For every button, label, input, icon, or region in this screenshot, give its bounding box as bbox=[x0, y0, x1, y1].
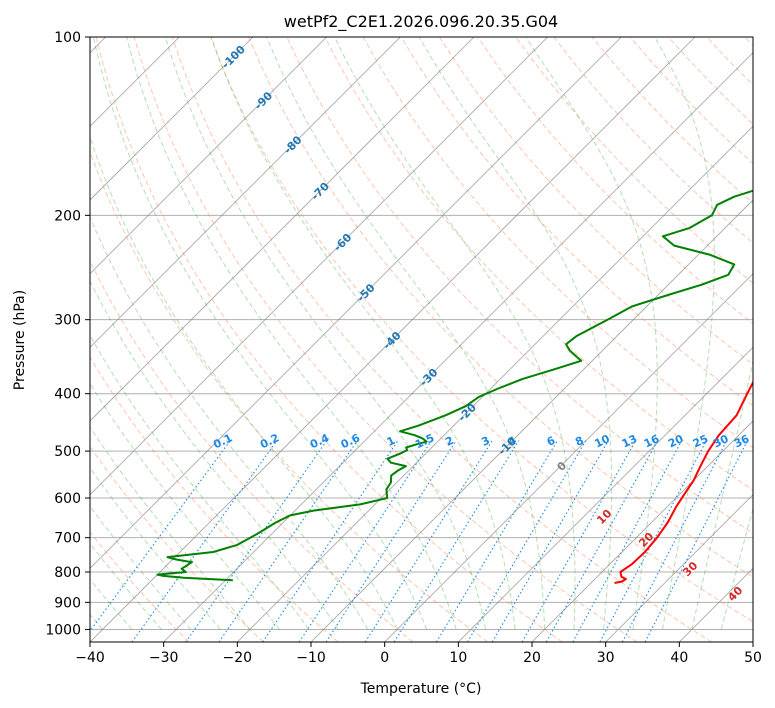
isotherm-line bbox=[384, 273, 753, 642]
x-tick-label: 30 bbox=[597, 650, 615, 666]
x-tick-label: 50 bbox=[744, 650, 762, 666]
x-tick-label: 20 bbox=[523, 650, 541, 666]
moist-adiabat bbox=[90, 215, 369, 630]
dry-adiabat bbox=[171, 37, 712, 642]
isotherm-line bbox=[163, 52, 753, 642]
x-tick-label: −30 bbox=[149, 650, 179, 666]
mixing-ratio-line bbox=[298, 440, 432, 642]
series-layer bbox=[156, 189, 753, 584]
isotherm-line bbox=[605, 494, 753, 642]
mixing-ratio-line bbox=[393, 440, 520, 642]
isotherm-line bbox=[458, 346, 753, 642]
x-tick-label: −40 bbox=[75, 650, 105, 666]
dry-adiabat bbox=[133, 37, 638, 642]
moist-adiabat bbox=[126, 37, 457, 630]
mixing-ratio-label: 13 bbox=[620, 432, 639, 450]
mixing-ratio-line bbox=[467, 440, 587, 642]
y-tick-label: 100 bbox=[54, 30, 81, 46]
y-tick-label: 500 bbox=[54, 444, 81, 460]
mixing-ratio-label: 30 bbox=[711, 432, 731, 450]
isotherm-line bbox=[90, 37, 327, 275]
isotherm-line bbox=[310, 199, 753, 642]
y-tick-label: 1000 bbox=[45, 622, 81, 638]
mixing-ratio-label: 25 bbox=[691, 432, 710, 450]
x-tick-label: −20 bbox=[223, 650, 253, 666]
dry-adiabat bbox=[90, 531, 190, 642]
dewpoint-profile-line bbox=[156, 189, 753, 582]
dry-adiabat bbox=[324, 37, 753, 491]
mixing-ratio-label: 20 bbox=[666, 432, 686, 450]
moist-adiabat bbox=[90, 334, 310, 630]
background-lines bbox=[90, 37, 753, 642]
mixing-ratio-line bbox=[90, 440, 231, 632]
mixing-ratio-line bbox=[621, 440, 728, 642]
mixing-ratio-line bbox=[131, 440, 278, 642]
moist-adiabat bbox=[210, 37, 516, 630]
y-tick-label: 800 bbox=[54, 565, 81, 581]
y-axis-label: Pressure (hPa) bbox=[12, 290, 28, 390]
plot-frame bbox=[89, 36, 754, 643]
moist-adiabat bbox=[334, 37, 576, 630]
dry-adiabat bbox=[248, 37, 753, 578]
isotherm-line bbox=[90, 37, 548, 496]
moist-adiabat bbox=[90, 135, 398, 630]
moist-adiabat bbox=[720, 506, 753, 630]
moist-adiabat bbox=[164, 37, 487, 630]
dry-adiabat bbox=[95, 37, 563, 642]
mixing-ratio-line bbox=[644, 440, 748, 642]
mixing-ratio-label: 16 bbox=[642, 432, 662, 450]
y-tick-label: 400 bbox=[54, 387, 81, 403]
x-tick-label: 40 bbox=[670, 650, 688, 666]
mixing-ratio-line bbox=[435, 440, 558, 642]
x-tick-label: −10 bbox=[296, 650, 326, 666]
chart-title: wetPf2_C2E1.2026.096.20.35.G04 bbox=[284, 12, 558, 32]
x-axis-label: Temperature (°C) bbox=[360, 681, 482, 697]
dry-adiabat bbox=[90, 445, 264, 642]
isotherm-line bbox=[90, 37, 401, 348]
dry-adiabat bbox=[438, 37, 753, 366]
moist-adiabat bbox=[691, 358, 753, 630]
mixing-ratio-line bbox=[262, 440, 399, 642]
x-tick-label: 10 bbox=[449, 650, 467, 666]
y-tick-label: 200 bbox=[54, 208, 81, 224]
isotherm-line bbox=[90, 37, 254, 201]
dry-adiabat bbox=[90, 356, 339, 642]
moist-adiabat bbox=[266, 37, 546, 630]
mixing-ratio-line bbox=[521, 440, 637, 642]
mixing-ratio-line bbox=[218, 440, 358, 642]
mixing-ratio-label: 36 bbox=[732, 432, 752, 450]
y-tick-label: 600 bbox=[54, 491, 81, 507]
isotherm-line bbox=[90, 37, 475, 422]
dry-adiabat bbox=[210, 37, 753, 623]
y-tick-label: 900 bbox=[54, 595, 81, 611]
dry-adiabat bbox=[400, 37, 753, 407]
dry-adiabat bbox=[90, 150, 488, 642]
x-tick-label: 0 bbox=[380, 650, 389, 666]
isotherm-line bbox=[90, 37, 696, 642]
temperature-profile-line bbox=[614, 380, 753, 584]
mixing-ratio-line bbox=[185, 440, 328, 642]
moist-adiabat bbox=[525, 37, 658, 630]
moist-adiabat bbox=[90, 279, 339, 630]
isotherm-line bbox=[531, 420, 753, 642]
dry-adiabat bbox=[515, 37, 753, 284]
moist-adiabat bbox=[654, 37, 715, 630]
isotherm-line bbox=[237, 125, 753, 642]
moist-adiabat bbox=[418, 37, 613, 630]
mixing-ratio-label: 10 bbox=[593, 432, 613, 450]
y-tick-label: 300 bbox=[54, 313, 81, 329]
isotherm-line bbox=[90, 37, 622, 569]
mixing-ratio-line bbox=[491, 440, 609, 642]
tick-layer: −40 −30 −20 −10 0 10 20 30 40 50 100 200 300 400 500 60… bbox=[45, 30, 762, 666]
moist-adiabat bbox=[92, 37, 428, 630]
grid-layer bbox=[90, 36, 753, 630]
dry-adiabat bbox=[90, 259, 414, 642]
y-tick-label: 700 bbox=[54, 531, 81, 547]
